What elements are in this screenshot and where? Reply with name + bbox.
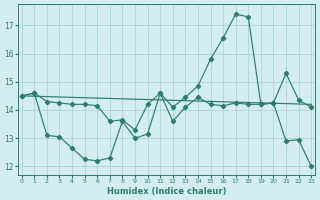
X-axis label: Humidex (Indice chaleur): Humidex (Indice chaleur) [107, 187, 226, 196]
